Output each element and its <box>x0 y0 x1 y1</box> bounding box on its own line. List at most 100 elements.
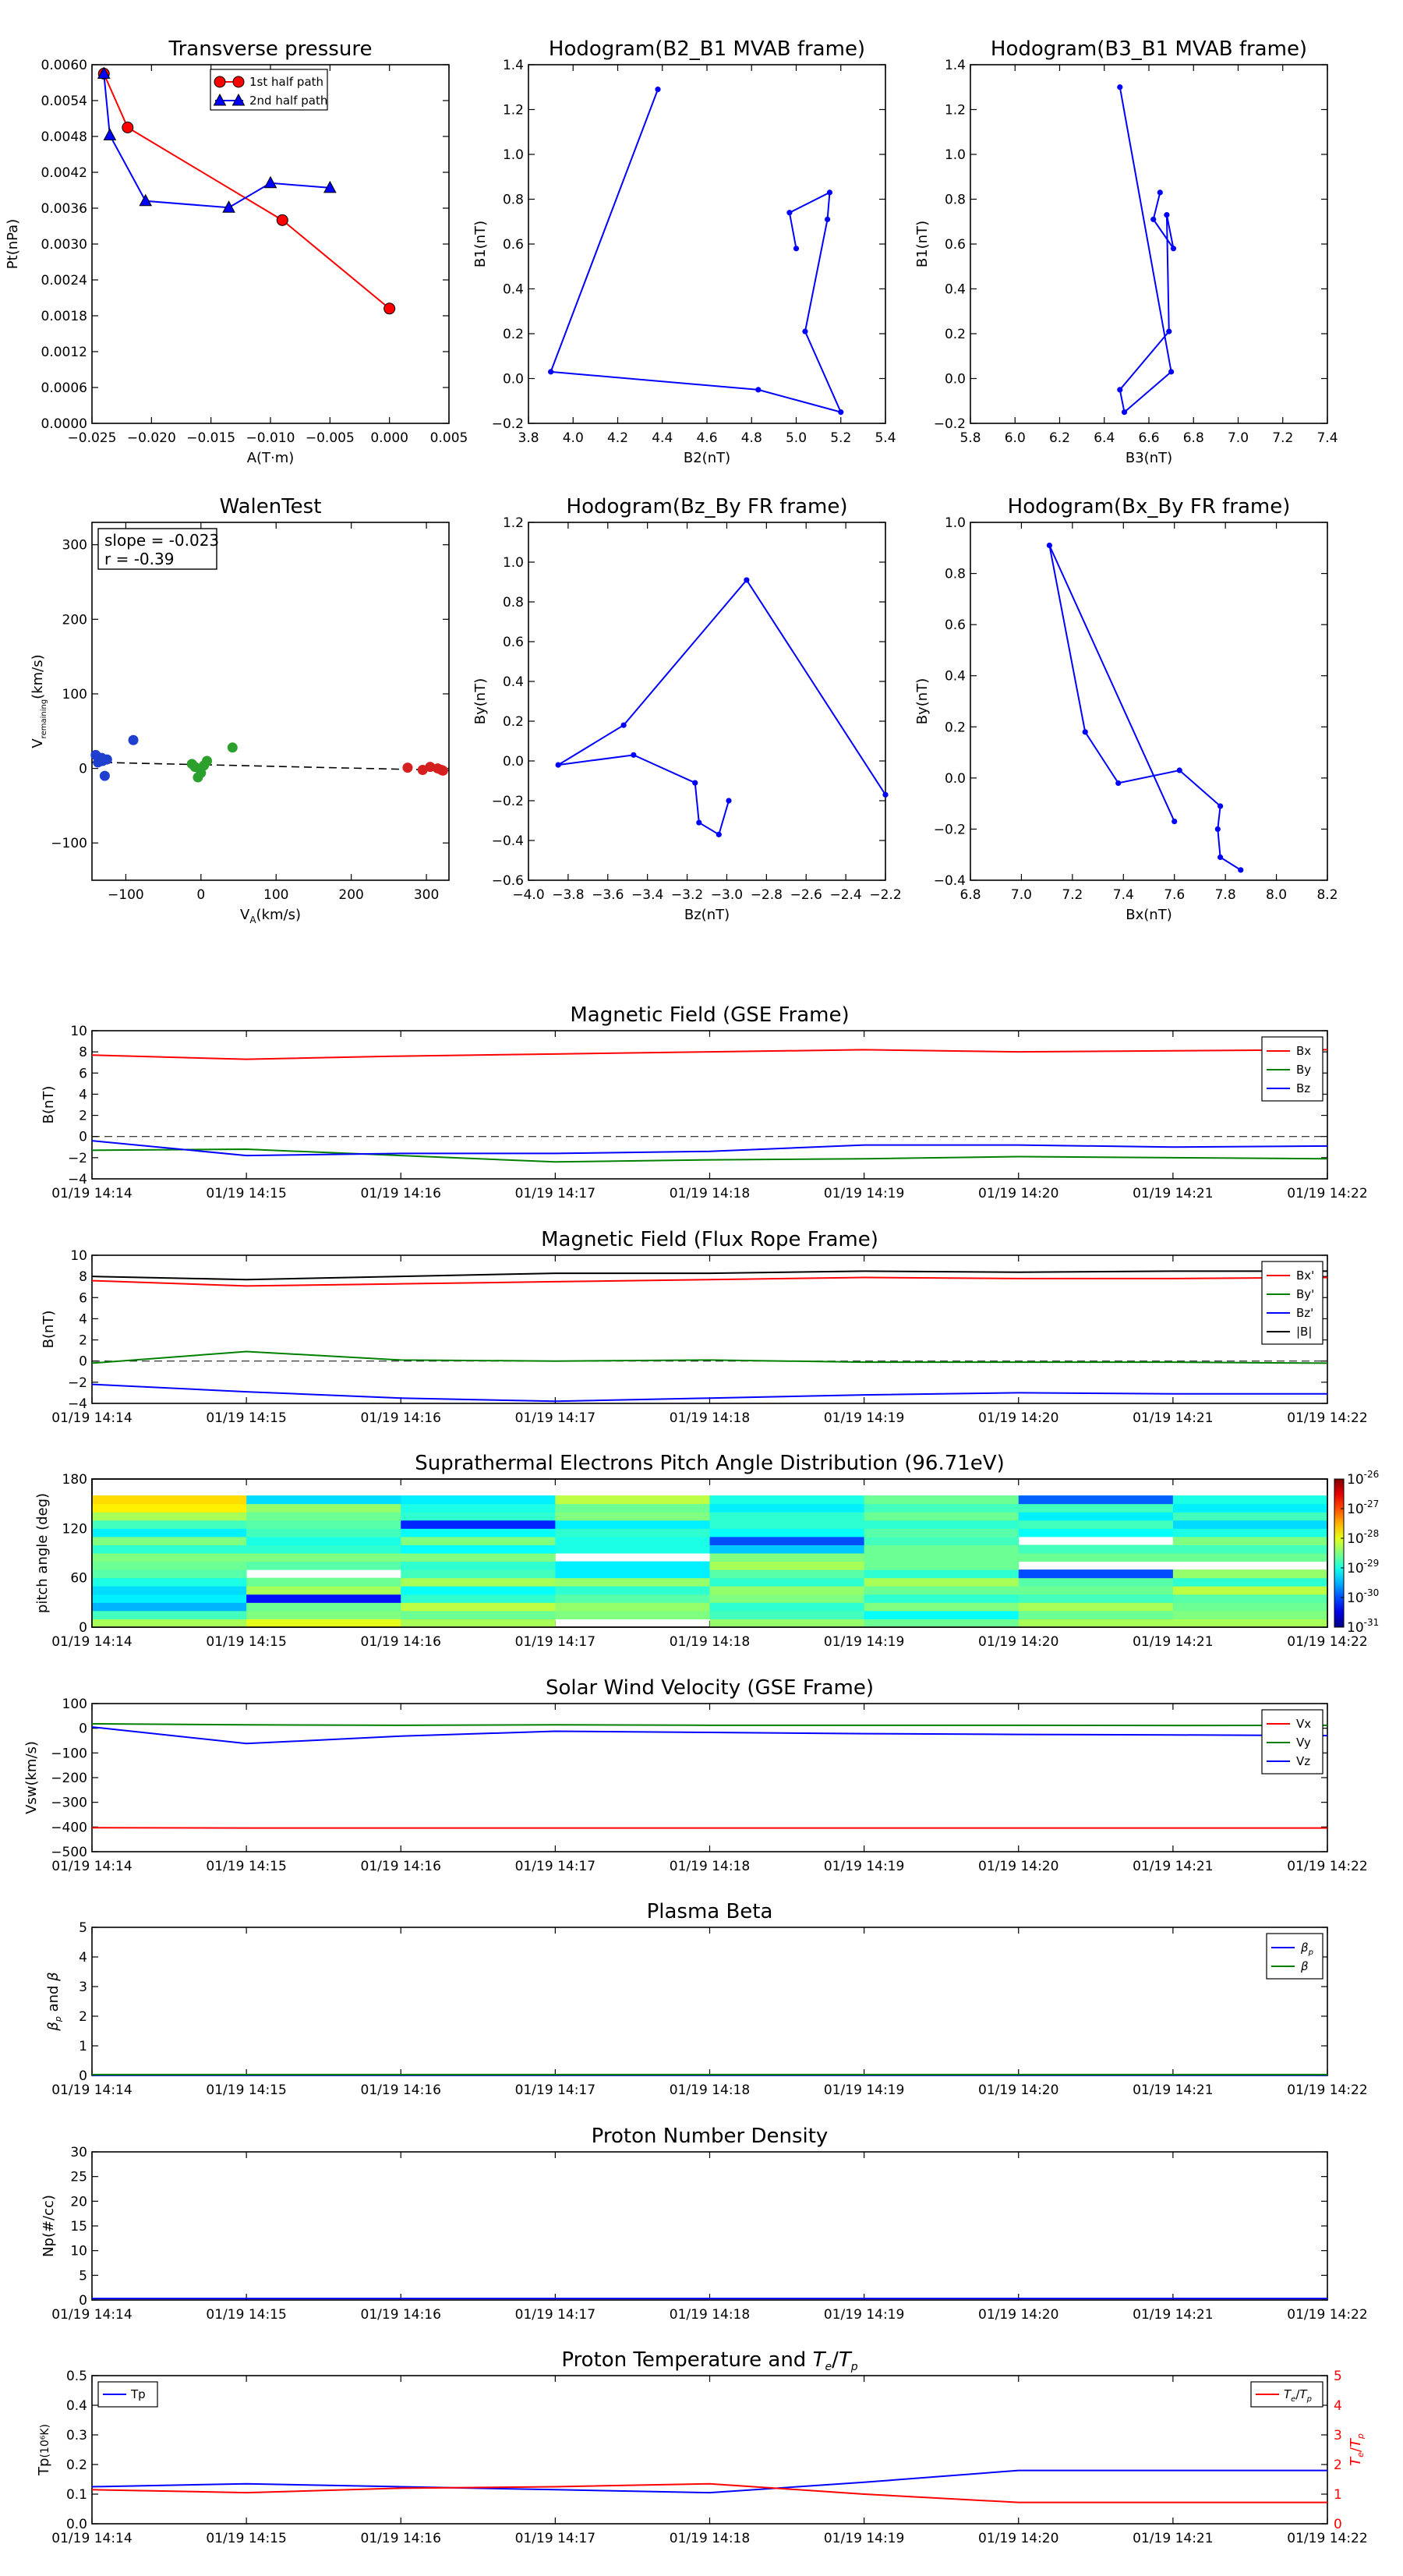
y-tick-label: 25 <box>70 2170 87 2185</box>
y-tick-label: 0.4 <box>503 282 524 298</box>
x-tick-label: 01/19 14:21 <box>1133 2082 1213 2098</box>
heatmap-cell <box>710 1537 865 1545</box>
heatmap-cell <box>1019 1569 1174 1578</box>
heatmap-cell <box>1173 1504 1328 1513</box>
y-tick-label: 0 <box>79 1721 87 1737</box>
x-tick-label: 5.2 <box>830 430 851 446</box>
x-tick-label: 0.000 <box>370 430 408 446</box>
heatmap-cell <box>246 1512 401 1520</box>
y2-tick-label: 0 <box>1334 2517 1342 2532</box>
plot-frame <box>92 522 449 880</box>
legend-label: Bz <box>1296 1081 1310 1095</box>
y-tick-label: 4 <box>79 1950 87 1966</box>
y-tick-label: 1.4 <box>945 58 966 73</box>
chart-pad: Suprathermal Electrons Pitch Angle Distr… <box>34 1452 1379 1650</box>
chart-title: Hodogram(B2_B1 MVAB frame) <box>549 37 865 61</box>
x-tick-label: 5.0 <box>786 430 807 446</box>
y-axis-label: pitch angle (deg) <box>34 1493 51 1613</box>
data-point <box>692 780 698 785</box>
y-tick-label: 4 <box>79 1087 87 1102</box>
series-line <box>92 1385 1327 1402</box>
heatmap-cell <box>401 1495 556 1504</box>
x-tick-label: −4.0 <box>512 887 544 903</box>
heatmap-cell <box>555 1594 710 1603</box>
heatmap-cell <box>555 1578 710 1587</box>
x-tick-label: 01/19 14:17 <box>515 1410 595 1426</box>
data-point <box>122 122 133 133</box>
y-tick-label: 1.2 <box>503 103 524 119</box>
x-tick-label: 0.005 <box>430 430 468 446</box>
heatmap-cell <box>710 1619 865 1627</box>
y-tick-label: 10 <box>70 1024 87 1039</box>
x-tick-label: 01/19 14:15 <box>206 2531 286 2546</box>
data-point <box>726 798 731 803</box>
heatmap-cell <box>1173 1520 1328 1529</box>
heatmap-cell <box>401 1545 556 1553</box>
heatmap-cell <box>1173 1586 1328 1594</box>
heatmap-cell <box>555 1602 710 1611</box>
y-tick-label: −0.2 <box>934 822 966 837</box>
y-tick-label: 0.8 <box>945 567 966 582</box>
chart-bfr: Magnetic Field (Flux Rope Frame)01/19 14… <box>41 1228 1368 1426</box>
data-point <box>1168 369 1174 374</box>
heatmap-cell <box>1019 1520 1174 1529</box>
colorbar-tick-label: 10-27 <box>1347 1499 1379 1517</box>
x-tick-label: 200 <box>338 887 363 903</box>
data-point <box>621 723 627 728</box>
data-point <box>825 217 830 222</box>
data-point <box>696 819 702 825</box>
x-tick-label: 01/19 14:21 <box>1133 1634 1213 1650</box>
y-tick-label: −300 <box>51 1796 87 1811</box>
heatmap-cell <box>864 1586 1020 1594</box>
heatmap-cell <box>864 1578 1020 1587</box>
heatmap-cell <box>864 1553 1020 1562</box>
data-point <box>1164 212 1169 218</box>
legend-label: By <box>1296 1063 1311 1077</box>
heatmap-cell <box>1173 1569 1328 1578</box>
heatmap-cell <box>1173 1619 1328 1627</box>
y-tick-label: 0.0024 <box>41 273 87 288</box>
y-tick-label: 0.0042 <box>41 165 87 181</box>
heatmap-cell <box>246 1578 401 1587</box>
y-tick-label: 120 <box>62 1521 87 1537</box>
heatmap-cell <box>555 1504 710 1513</box>
y-tick-label: 0.0054 <box>41 94 87 109</box>
y-tick-label: 30 <box>70 2145 87 2160</box>
y-tick-label: 0.5 <box>66 2369 87 2384</box>
y-tick-label: 100 <box>62 1697 87 1712</box>
x-tick-label: 01/19 14:18 <box>670 1410 750 1426</box>
x-tick-label: 01/19 14:17 <box>515 1634 595 1650</box>
data-point <box>277 214 288 225</box>
x-tick-label: −100 <box>108 887 144 903</box>
heatmap-cell <box>710 1495 865 1504</box>
heatmap-cell <box>1019 1602 1174 1611</box>
y2-tick-label: 3 <box>1334 2428 1342 2443</box>
y-tick-label: 5 <box>79 1920 87 1936</box>
heatmap-cell <box>1019 1545 1174 1553</box>
heatmap-cell <box>710 1553 865 1562</box>
data-point <box>744 577 749 582</box>
x-tick-label: 8.2 <box>1316 887 1338 903</box>
x-tick-label: 5.8 <box>959 430 981 446</box>
heatmap-cell <box>1173 1495 1328 1504</box>
y-tick-label: 0 <box>79 1354 87 1370</box>
heatmap-cell <box>864 1537 1020 1545</box>
heatmap-cell <box>92 1545 247 1553</box>
y-tick-label: 0.0030 <box>41 237 87 253</box>
data-point <box>838 409 843 415</box>
heatmap-cell <box>92 1537 247 1545</box>
chart-tp: Transverse pressure−0.025−0.020−0.015−0.… <box>5 37 468 466</box>
heatmap-cell <box>555 1545 710 1553</box>
heatmap-cell <box>1173 1578 1328 1587</box>
y-axis-label: By(nT) <box>472 678 489 724</box>
y-tick-label: 10 <box>70 1248 87 1264</box>
heatmap-cell <box>864 1594 1020 1603</box>
heatmap-cell <box>246 1619 401 1627</box>
y-tick-label: 0 <box>79 1130 87 1145</box>
y-tick-label: −0.4 <box>934 873 966 889</box>
x-tick-label: 01/19 14:22 <box>1287 1859 1367 1874</box>
